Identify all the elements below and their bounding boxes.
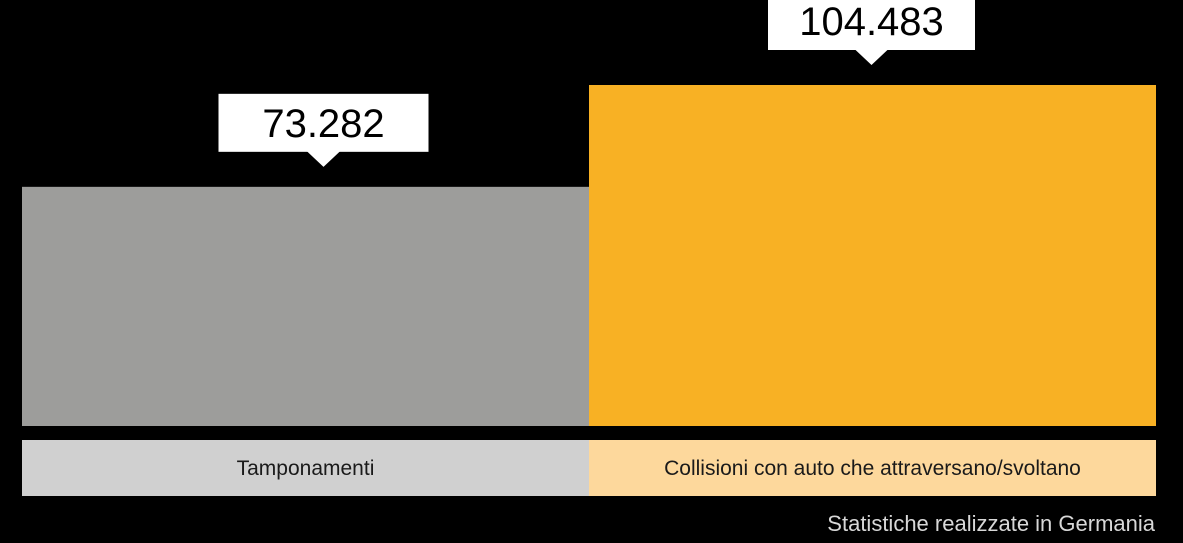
category-label-tamponamenti: Tamponamenti <box>237 457 375 480</box>
category-box-collisioni <box>589 440 1156 496</box>
bar-tamponamenti <box>22 186 589 426</box>
callout-box-tamponamenti <box>218 93 429 152</box>
value-callout-collisioni: 104.483 <box>768 0 975 65</box>
bars-group <box>22 85 1156 426</box>
callout-pointer-tamponamenti <box>306 150 341 167</box>
callout-pointer-collisioni <box>854 49 889 65</box>
bar-collisioni <box>589 85 1156 426</box>
source-note: Statistiche realizzate in Germania <box>827 511 1155 536</box>
value-callouts-group: 73.282 104.483 <box>218 0 975 167</box>
value-label-tamponamenti: 73.282 <box>262 102 384 146</box>
callout-box-collisioni <box>768 0 975 50</box>
category-box-tamponamenti <box>22 440 589 496</box>
category-label-collisioni: Collisioni con auto che attraversano/svo… <box>664 457 1081 480</box>
value-callout-tamponamenti: 73.282 <box>218 93 429 167</box>
category-labels-group: Tamponamenti Collisioni con auto che attr… <box>22 440 1156 496</box>
value-label-collisioni: 104.483 <box>799 0 944 44</box>
